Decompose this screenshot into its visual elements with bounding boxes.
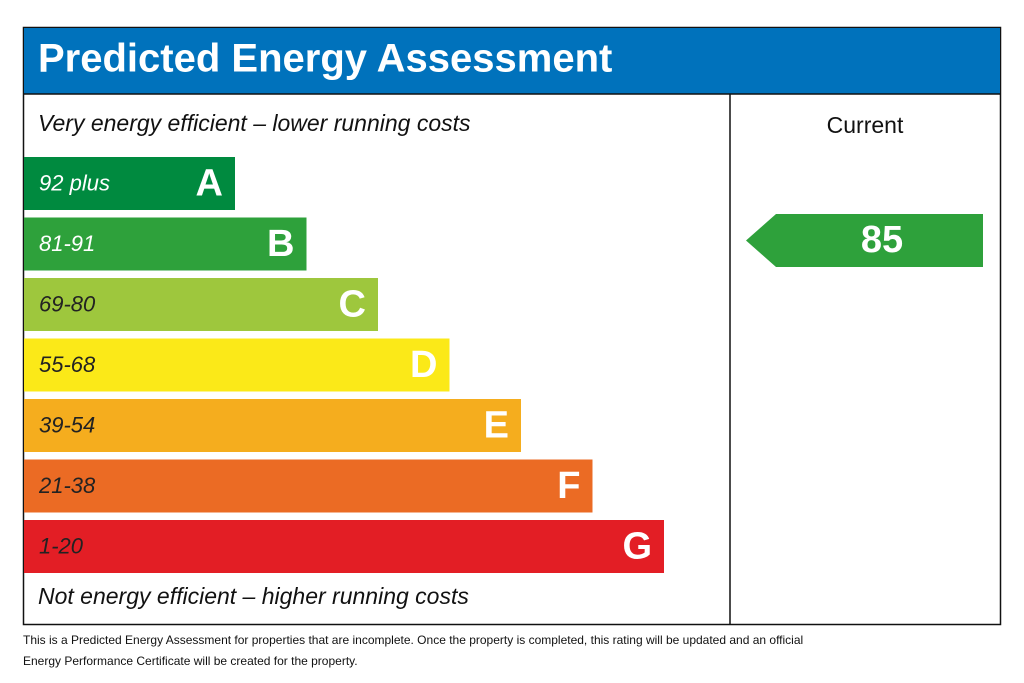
footnote: This is a Predicted Energy Assessment fo… bbox=[23, 633, 804, 668]
epc-chart: Predicted Energy Assessment Very energy … bbox=[22, 26, 1002, 626]
band-bar bbox=[24, 278, 378, 331]
band-range: 81-91 bbox=[39, 231, 95, 256]
current-arrow bbox=[746, 214, 983, 267]
band-range: 21-38 bbox=[38, 473, 96, 498]
band-letter: G bbox=[622, 526, 652, 568]
band-letter: A bbox=[196, 163, 223, 205]
band-range: 55-68 bbox=[39, 352, 96, 377]
title: Predicted Energy Assessment bbox=[38, 37, 612, 81]
current-value: 85 bbox=[861, 219, 903, 261]
band-range: 1-20 bbox=[39, 533, 84, 558]
band-bar bbox=[24, 399, 521, 452]
band-bar bbox=[24, 520, 664, 573]
band-letter: E bbox=[484, 405, 509, 447]
band-letter: F bbox=[557, 465, 580, 507]
band-range: 92 plus bbox=[39, 170, 110, 195]
header-band bbox=[24, 28, 1000, 94]
band-bar bbox=[24, 217, 307, 271]
band-bar bbox=[24, 459, 593, 513]
top-label: Very energy efficient – lower running co… bbox=[38, 110, 471, 136]
band-range: 69-80 bbox=[39, 291, 96, 316]
band-range: 39-54 bbox=[39, 412, 95, 437]
band-bar bbox=[24, 157, 235, 210]
band-bar bbox=[24, 338, 450, 392]
band-letter: B bbox=[267, 223, 294, 265]
current-label: Current bbox=[827, 112, 904, 138]
bottom-label: Not energy efficient – higher running co… bbox=[38, 583, 469, 609]
band-letter: C bbox=[339, 284, 366, 326]
frame bbox=[22, 26, 1002, 626]
band-letter: D bbox=[410, 344, 437, 386]
